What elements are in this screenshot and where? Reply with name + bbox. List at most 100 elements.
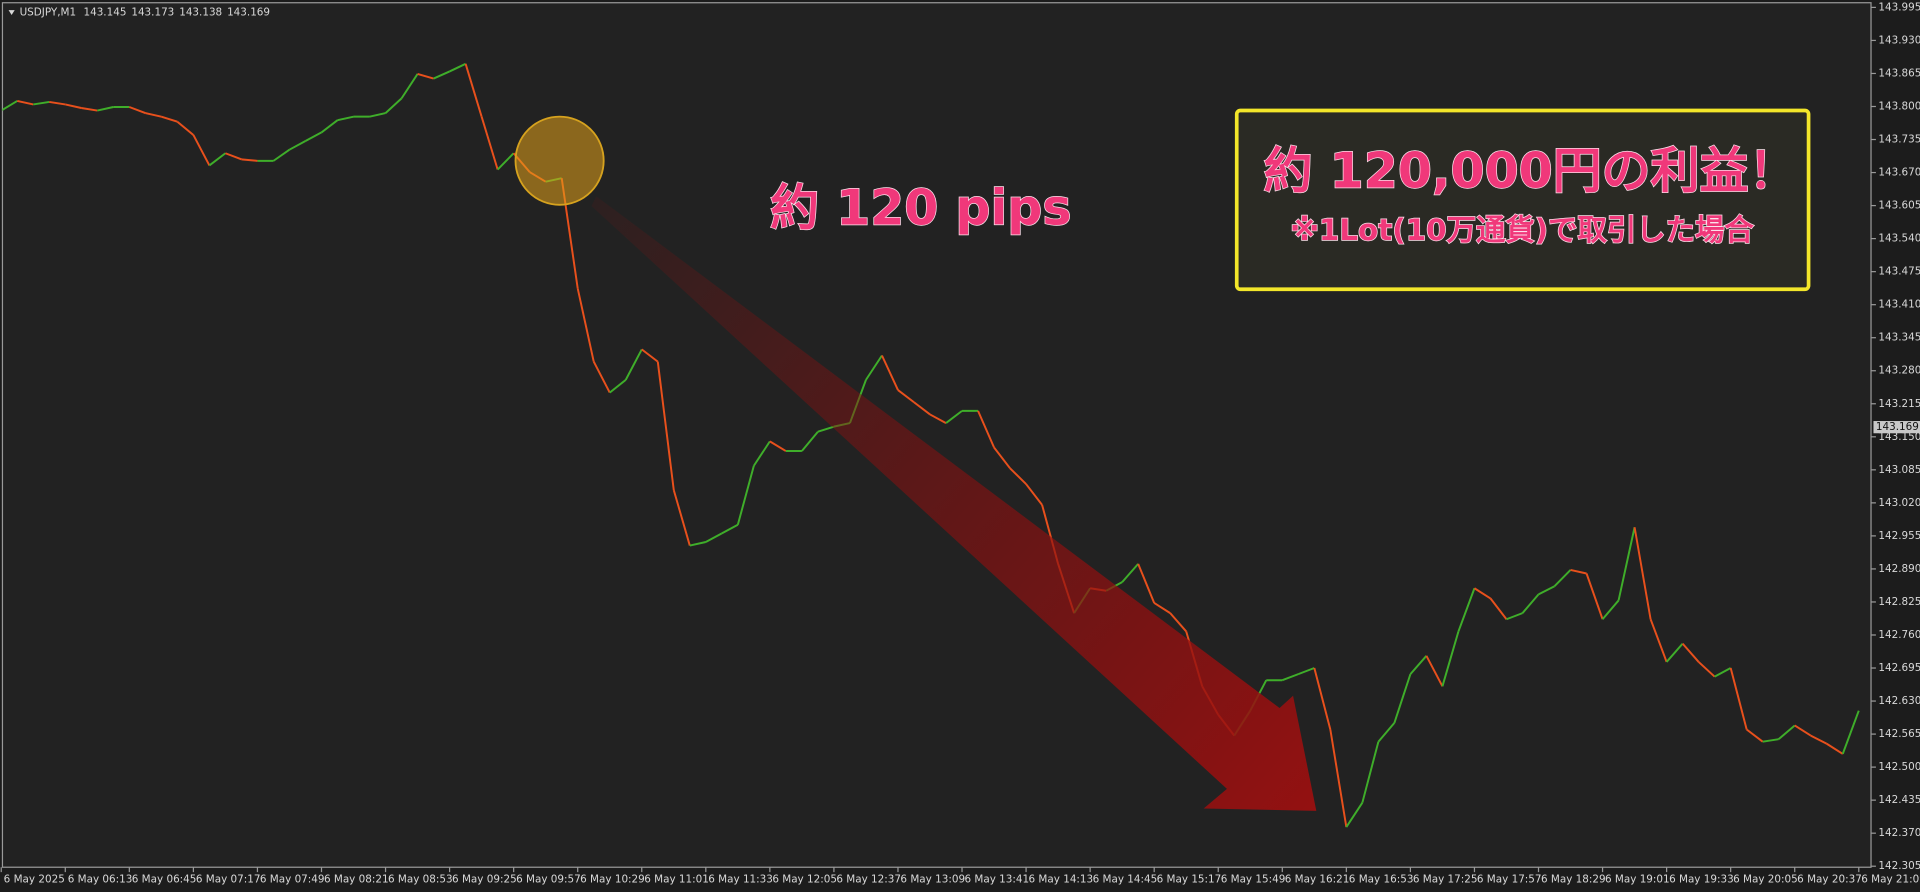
- x-tick-label: 6 May 15:17: [1157, 873, 1222, 885]
- y-tick-label: 143.280: [1878, 365, 1920, 377]
- price-segment: [433, 70, 450, 80]
- y-tick-label: 143.150: [1878, 431, 1920, 443]
- price-segment: [1121, 563, 1139, 583]
- price-segment: [1457, 587, 1476, 632]
- last-price-box: [1873, 421, 1920, 434]
- price-segment: [977, 410, 995, 448]
- y-tick-label: 142.500: [1878, 761, 1920, 773]
- price-segment: [145, 112, 162, 118]
- price-segment: [449, 62, 467, 73]
- price-segment: [1489, 597, 1508, 620]
- y-tick-label: 142.630: [1878, 695, 1920, 707]
- price-segment: [272, 148, 291, 162]
- price-segment: [817, 425, 835, 433]
- price-segment: [1570, 568, 1587, 575]
- x-tick-label: 6 May 09:57: [516, 873, 581, 885]
- price-segment: [1393, 673, 1412, 724]
- price-segment: [753, 440, 771, 467]
- y-tick-label: 143.800: [1878, 100, 1920, 112]
- x-tick-label: 6 May 18:29: [1541, 873, 1606, 885]
- price-segment: [1329, 729, 1348, 828]
- price-segment: [128, 106, 146, 115]
- price-segment: [801, 431, 819, 452]
- y-tick-label: 142.370: [1878, 827, 1920, 839]
- price-segment: [2, 100, 18, 111]
- price-segment: [1153, 602, 1171, 614]
- x-tick-label: 6 May 08:21: [324, 873, 389, 885]
- price-segment: [1409, 655, 1428, 675]
- y-tick-label: 142.825: [1878, 596, 1920, 608]
- callout-note: ※1Lot(10万通貨)で取引した場合: [1290, 213, 1754, 247]
- y-tick-label: 142.435: [1878, 794, 1920, 806]
- y-tick-label: 142.695: [1878, 662, 1920, 674]
- x-tick-label: 6 May 14:45: [1093, 873, 1158, 885]
- price-segment: [1826, 742, 1844, 755]
- x-tick-label: 6 May 06:45: [132, 873, 197, 885]
- x-tick-label: 6 May 20:05: [1733, 873, 1798, 885]
- price-segment: [97, 106, 114, 112]
- price-segment: [736, 465, 755, 525]
- x-tick-label: 6 May 07:17: [196, 873, 261, 885]
- price-segment: [1009, 467, 1027, 485]
- close: 143.169: [227, 7, 270, 19]
- price-segment: [1345, 802, 1364, 828]
- price-segment: [1521, 593, 1540, 614]
- price-segment: [1361, 741, 1380, 803]
- price-segment: [1506, 612, 1523, 621]
- price-segment: [1649, 618, 1668, 663]
- trend-arrow: [591, 196, 1317, 811]
- price-segment: [576, 288, 595, 362]
- y-tick-label: 143.410: [1878, 299, 1920, 311]
- high: 143.173: [131, 7, 174, 19]
- price-segment: [241, 158, 258, 162]
- price-segment: [1665, 642, 1684, 663]
- price-segment: [689, 541, 707, 547]
- y-tick-label: 143.930: [1878, 34, 1920, 46]
- price-segment: [929, 413, 947, 424]
- price-segment: [192, 134, 211, 166]
- x-tick-label: 6 May 17:25: [1413, 873, 1478, 885]
- price-segment: [496, 152, 515, 171]
- x-tick-label: 6 May 13:09: [900, 873, 965, 885]
- entry-marker: [514, 115, 605, 206]
- price-segment: [1601, 599, 1620, 620]
- price-segment: [1762, 738, 1779, 743]
- price-segment: [881, 355, 899, 391]
- price-segment: [400, 73, 419, 99]
- x-tick-label: 6 May 13:41: [964, 873, 1029, 885]
- y-tick-label: 143.540: [1878, 233, 1920, 245]
- price-segment: [1841, 710, 1860, 755]
- price-segment: [81, 107, 98, 112]
- menu-triangle: [8, 10, 15, 15]
- x-tick-label: 6 May 16:21: [1285, 873, 1350, 885]
- price-segment: [624, 348, 643, 381]
- price-segment: [208, 152, 227, 167]
- y-tick-label: 142.760: [1878, 629, 1920, 641]
- x-tick-label: 6 May 10:29: [580, 873, 645, 885]
- x-tick-label: 6 May 14:13: [1029, 873, 1094, 885]
- callout-box: [1234, 108, 1811, 292]
- y-tick-label: 143.020: [1878, 497, 1920, 509]
- x-tick-label: 6 May 11:01: [644, 873, 709, 885]
- price-segment: [1714, 667, 1732, 678]
- price-segment: [225, 152, 242, 161]
- price-segment: [1633, 527, 1652, 620]
- price-segment: [609, 379, 627, 394]
- y-tick-label: 143.865: [1878, 67, 1920, 79]
- x-tick-label: 6 May 2025: [4, 873, 65, 885]
- price-segment: [480, 116, 499, 170]
- price-segment: [1377, 722, 1396, 743]
- annotation: 約 120 pips: [770, 179, 1071, 236]
- price-segment: [1441, 631, 1460, 687]
- price-segment: [337, 115, 354, 122]
- price-segment: [1810, 734, 1828, 745]
- x-tick-label: 6 May 06:13: [68, 873, 133, 885]
- y-tick-label: 143.345: [1878, 332, 1920, 344]
- last-price-label: 143.169: [1876, 421, 1919, 433]
- x-tick-label: 6 May 12:05: [772, 873, 837, 885]
- x-tick-label: 6 May 11:33: [708, 873, 773, 885]
- x-tick-label: 6 May 07:49: [260, 873, 325, 885]
- x-tick-label: 6 May 16:53: [1349, 873, 1414, 885]
- price-segment: [384, 97, 403, 114]
- y-tick-label: 143.670: [1878, 167, 1920, 179]
